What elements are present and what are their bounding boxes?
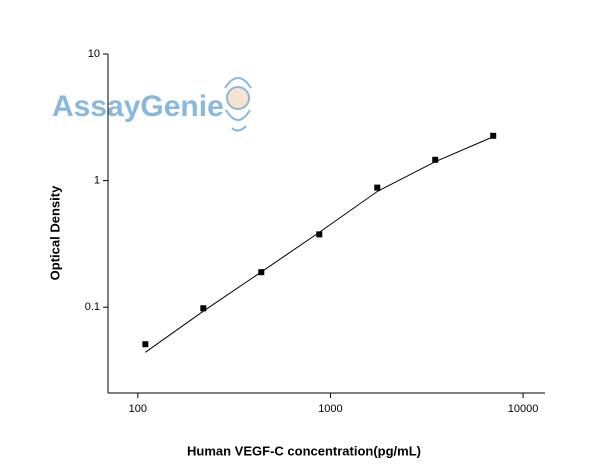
y-tick-label: 1 [94,175,100,187]
fit-curve [145,136,494,353]
logo-icon [224,77,252,132]
data-point [432,156,439,163]
y-tick-label: 0.1 [85,301,100,313]
x-tick-label: 100 [129,403,147,415]
x-tick-label: 1000 [318,403,342,415]
y-axis-title: Optical Density [47,185,62,280]
x-axis-title: Human VEGF-C concentration(pg/mL) [187,443,421,458]
data-point [142,341,149,348]
data-point [316,231,323,238]
y-tick-label: 10 [88,48,100,60]
x-tick-label: 10000 [508,403,539,415]
watermark: AssayGenie [52,90,224,123]
data-point [490,132,497,139]
data-point [200,305,207,312]
data-point [374,184,381,191]
